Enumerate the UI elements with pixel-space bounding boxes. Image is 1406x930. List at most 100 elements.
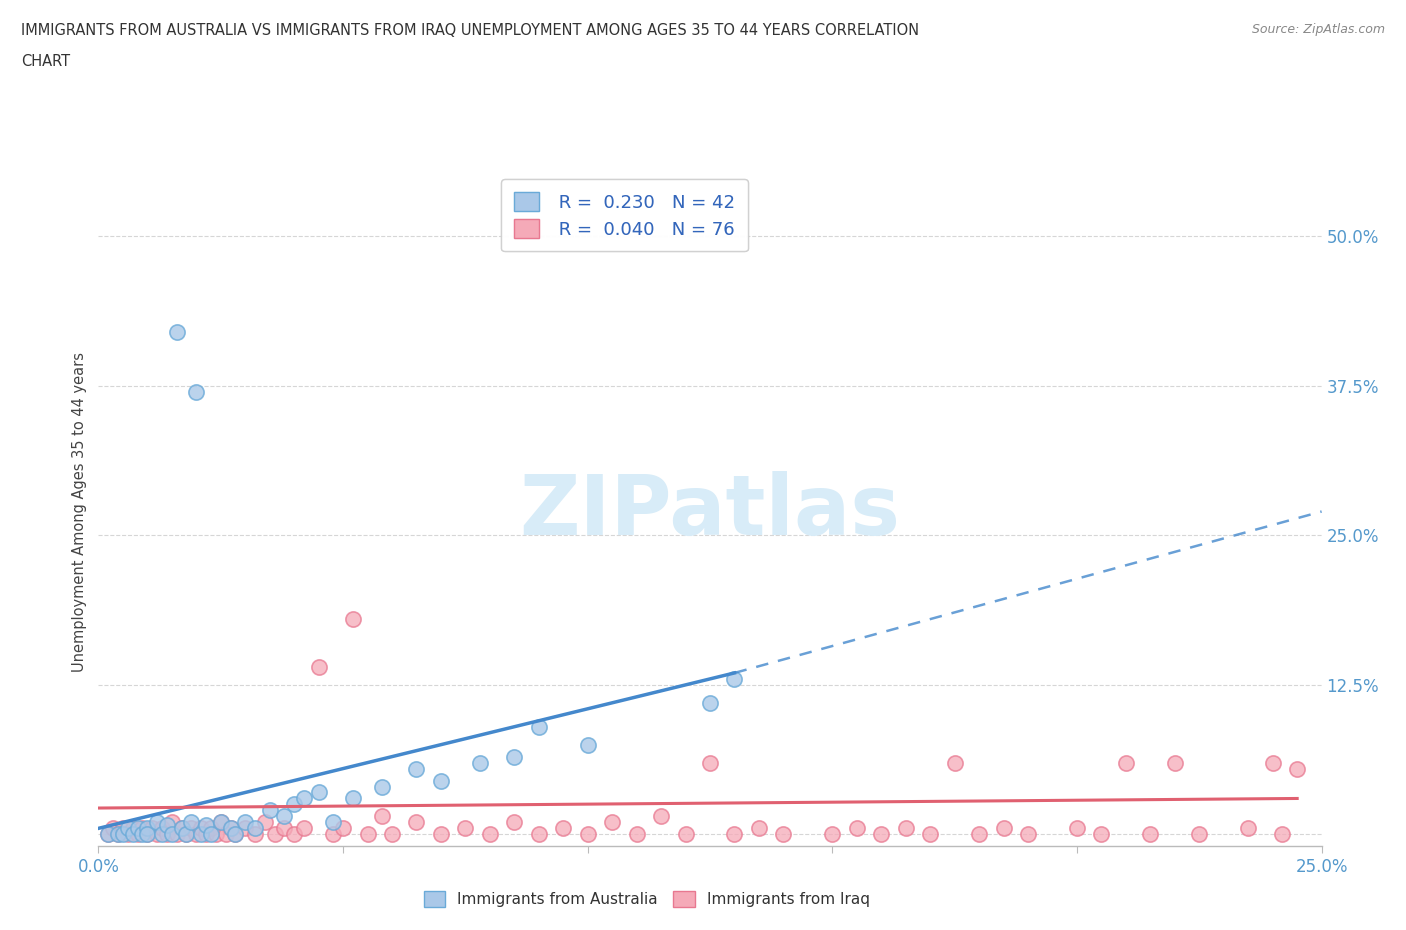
Point: [273, 809, 295, 824]
Point: [430, 827, 453, 842]
Point: [322, 827, 344, 842]
Point: [180, 815, 202, 830]
Text: ZIPatlas: ZIPatlas: [520, 471, 900, 552]
Point: [146, 815, 169, 830]
Point: [117, 821, 139, 836]
Point: [97, 827, 120, 842]
Point: [699, 696, 721, 711]
Point: [576, 827, 599, 842]
Point: [468, 755, 491, 770]
Point: [127, 827, 149, 842]
Point: [186, 827, 208, 842]
Point: [150, 827, 173, 842]
Point: [967, 827, 990, 842]
Point: [723, 827, 745, 842]
Point: [381, 827, 404, 842]
Text: IMMIGRANTS FROM AUSTRALIA VS IMMIGRANTS FROM IRAQ UNEMPLOYMENT AMONG AGES 35 TO : IMMIGRANTS FROM AUSTRALIA VS IMMIGRANTS …: [21, 23, 920, 38]
Point: [263, 827, 285, 842]
Point: [253, 815, 276, 830]
Point: [478, 827, 501, 842]
Point: [342, 612, 364, 627]
Point: [111, 827, 134, 842]
Point: [723, 671, 745, 686]
Point: [430, 773, 453, 788]
Point: [219, 821, 242, 836]
Point: [219, 821, 242, 836]
Point: [920, 827, 942, 842]
Point: [200, 821, 222, 836]
Point: [699, 755, 721, 770]
Point: [405, 815, 427, 830]
Legend:  R =  0.230   N = 42,  R =  0.040   N = 76: R = 0.230 N = 42, R = 0.040 N = 76: [501, 179, 748, 251]
Point: [131, 827, 153, 842]
Point: [342, 791, 364, 806]
Point: [166, 827, 188, 842]
Point: [675, 827, 697, 842]
Point: [1188, 827, 1211, 842]
Point: [292, 821, 315, 836]
Point: [233, 821, 256, 836]
Point: [772, 827, 794, 842]
Point: [160, 827, 183, 842]
Point: [186, 384, 208, 399]
Point: [1139, 827, 1161, 842]
Point: [121, 821, 143, 836]
Point: [332, 821, 354, 836]
Point: [1237, 821, 1260, 836]
Point: [190, 821, 212, 836]
Point: [1090, 827, 1112, 842]
Text: CHART: CHART: [21, 54, 70, 69]
Point: [224, 827, 246, 842]
Point: [821, 827, 844, 842]
Point: [136, 827, 159, 842]
Point: [170, 821, 193, 836]
Point: [243, 827, 266, 842]
Point: [190, 827, 212, 842]
Point: [283, 797, 305, 812]
Point: [322, 815, 344, 830]
Point: [650, 809, 672, 824]
Point: [1017, 827, 1039, 842]
Y-axis label: Unemployment Among Ages 35 to 44 years: Unemployment Among Ages 35 to 44 years: [72, 352, 87, 671]
Point: [195, 827, 218, 842]
Text: Source: ZipAtlas.com: Source: ZipAtlas.com: [1251, 23, 1385, 36]
Point: [993, 821, 1015, 836]
Point: [1164, 755, 1187, 770]
Point: [503, 750, 526, 764]
Point: [1261, 755, 1284, 770]
Point: [233, 815, 256, 830]
Point: [209, 815, 232, 830]
Point: [117, 827, 139, 842]
Point: [943, 755, 966, 770]
Point: [131, 821, 153, 836]
Point: [107, 827, 129, 842]
Point: [176, 827, 198, 842]
Point: [600, 815, 623, 830]
Point: [1271, 827, 1294, 842]
Point: [166, 325, 188, 339]
Point: [845, 821, 868, 836]
Point: [214, 827, 236, 842]
Point: [127, 821, 149, 836]
Point: [371, 779, 394, 794]
Point: [894, 821, 917, 836]
Point: [1286, 761, 1309, 776]
Point: [136, 827, 159, 842]
Point: [150, 821, 173, 836]
Point: [170, 821, 193, 836]
Point: [626, 827, 648, 842]
Point: [576, 737, 599, 752]
Point: [356, 827, 378, 842]
Point: [121, 827, 143, 842]
Point: [200, 827, 222, 842]
Point: [292, 791, 315, 806]
Point: [205, 827, 228, 842]
Point: [243, 821, 266, 836]
Point: [156, 817, 179, 832]
Point: [101, 821, 124, 836]
Point: [405, 761, 427, 776]
Point: [1115, 755, 1137, 770]
Point: [1066, 821, 1088, 836]
Point: [156, 827, 179, 842]
Point: [195, 817, 218, 832]
